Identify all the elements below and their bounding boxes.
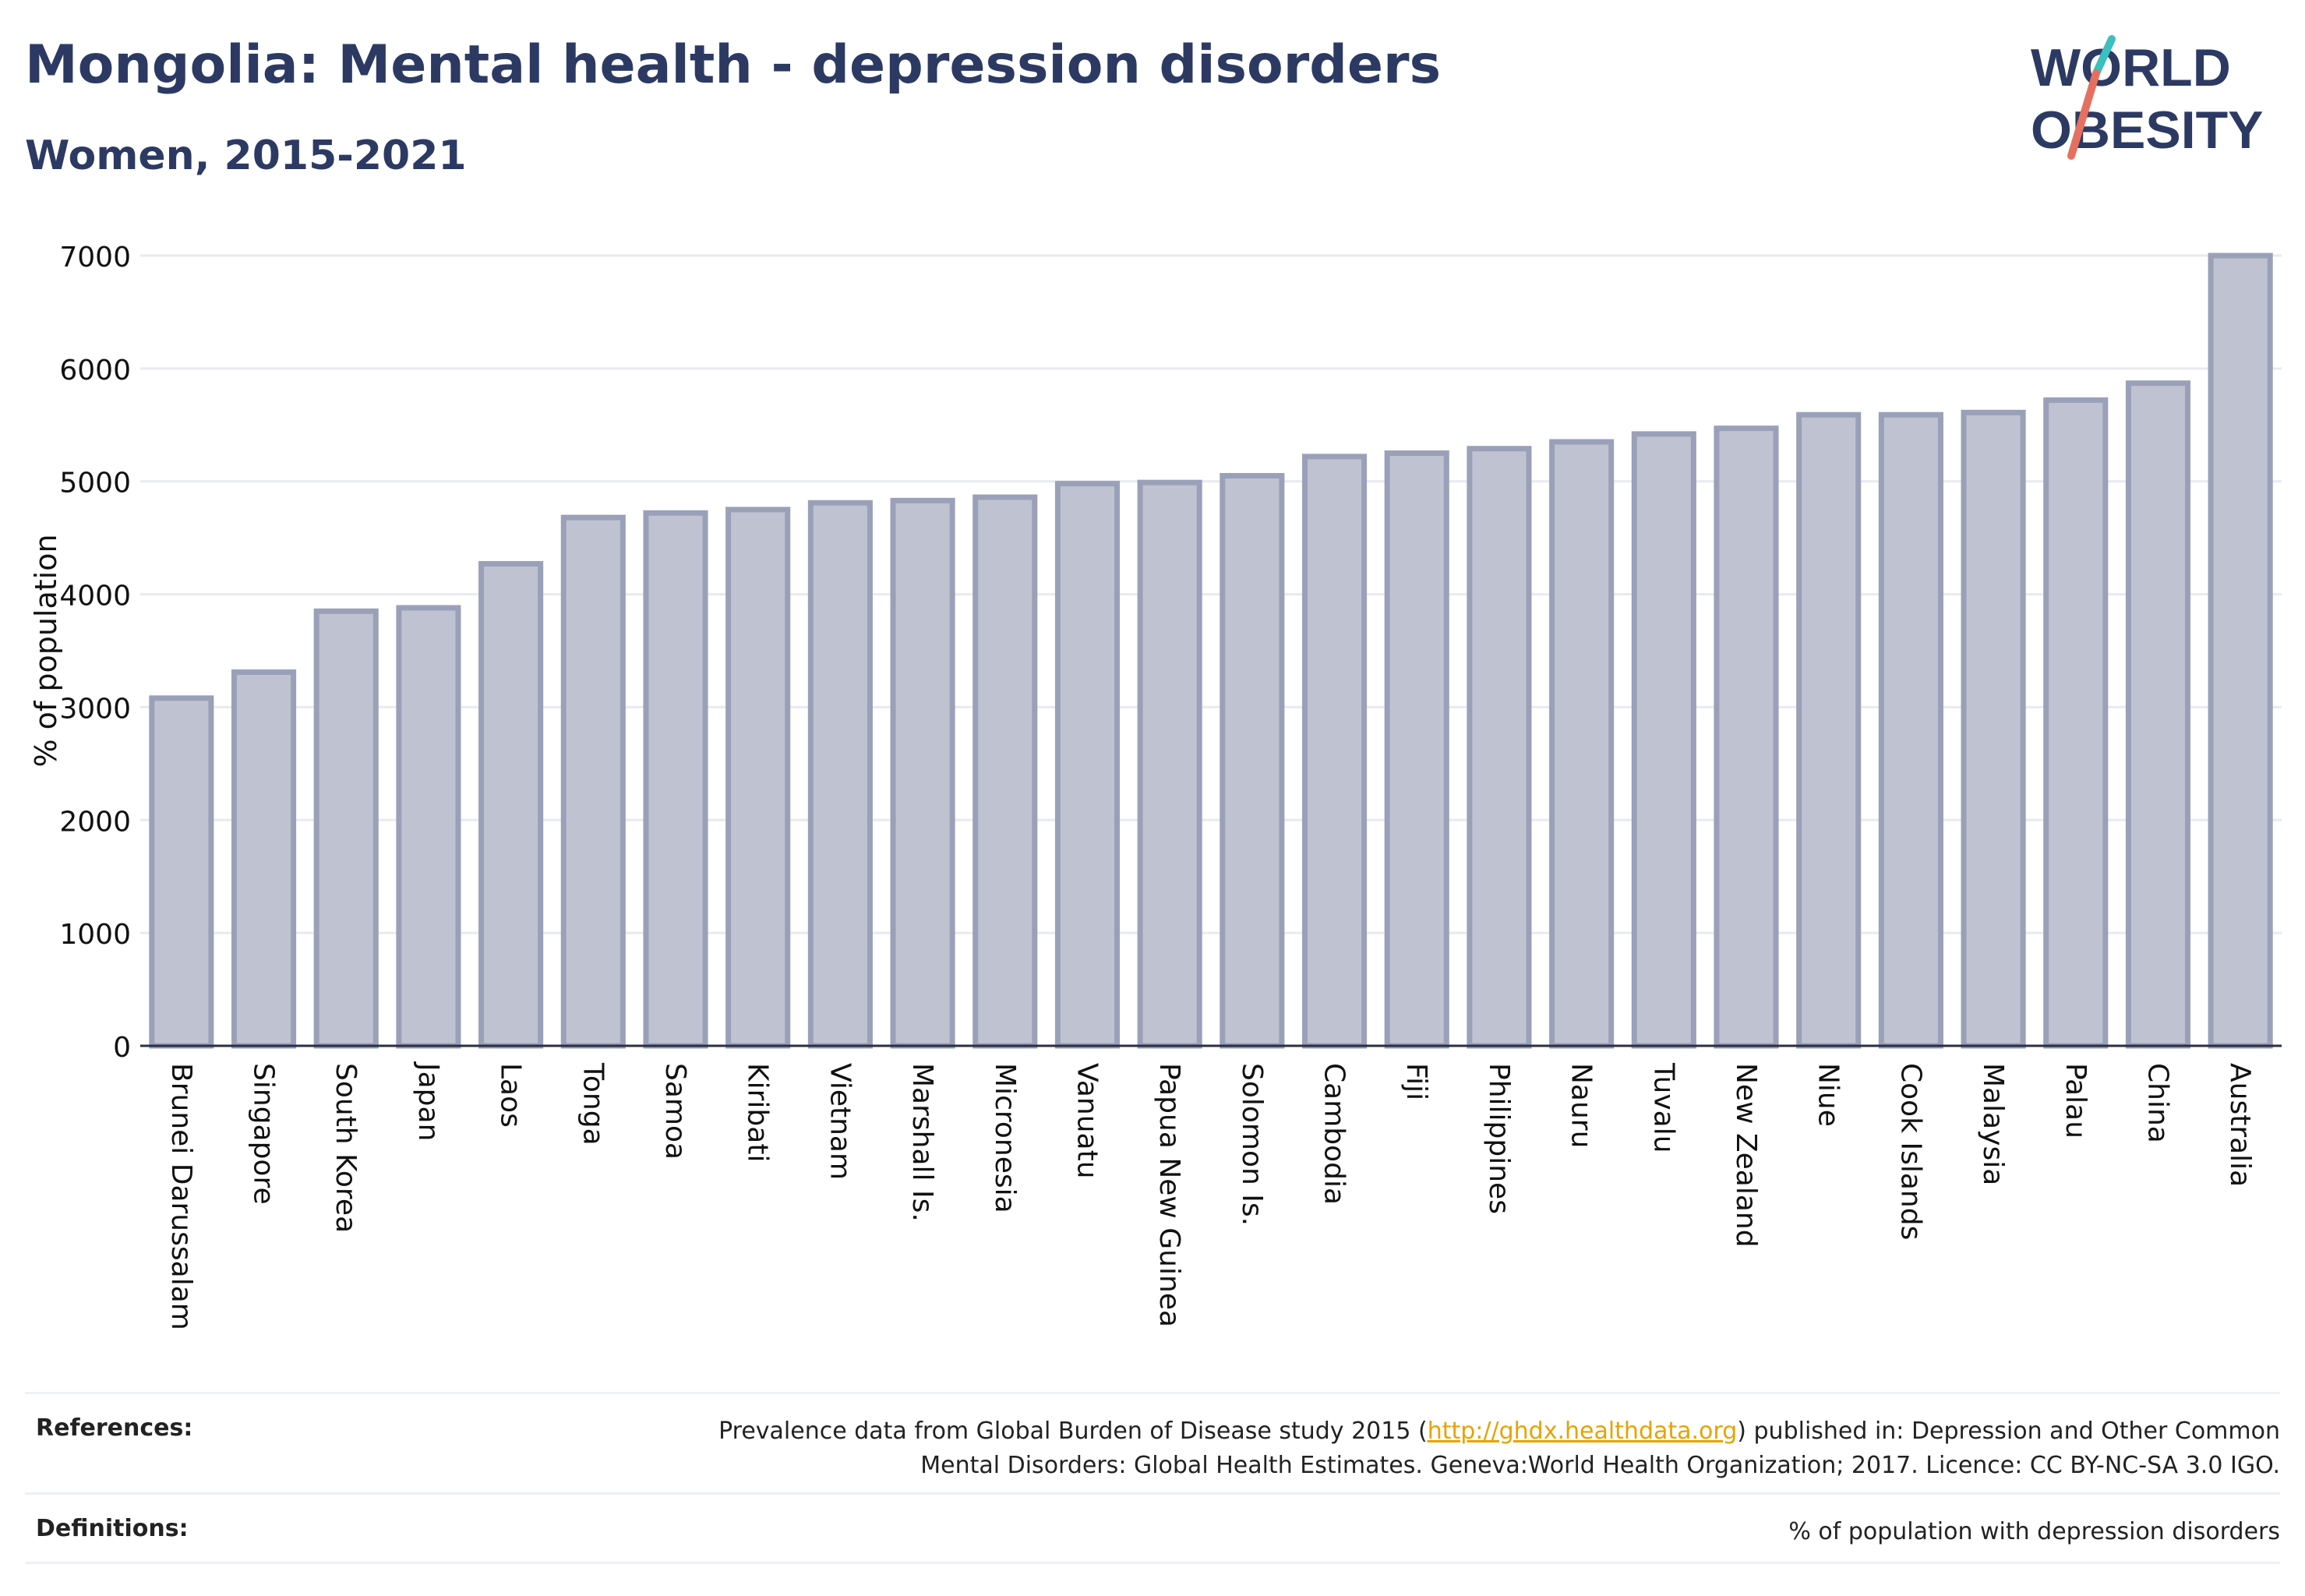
references-text: Prevalence data from Global Burden of Di… [718, 1414, 2280, 1483]
bar [231, 669, 297, 1049]
x-tick-label: Singapore [248, 1063, 280, 1205]
definitions-label: Definitions: [36, 1515, 189, 1542]
bar [560, 514, 626, 1049]
bar [1549, 439, 1615, 1049]
bar [478, 560, 544, 1049]
references-text-end: ) published in: Depression and Other Com… [1737, 1418, 2280, 1445]
bar-chart: 0 1000 2000 3000 4000 5000 6000 7000 % of popula… [29, 242, 2282, 1330]
x-tick-label: Malaysia [1977, 1063, 2009, 1185]
x-tick-label: Fiji [1400, 1063, 1432, 1100]
x-tick-label: Cook Islands [1894, 1063, 1926, 1240]
definitions-text: % of population with depression disorder… [1788, 1518, 2280, 1545]
x-tick-label: South Korea [330, 1063, 362, 1233]
logo-text-world: WORLD [2031, 38, 2231, 97]
x-tick-label: Tuvalu [1647, 1062, 1679, 1153]
x-tick-label: Palau [2060, 1063, 2091, 1139]
bar [2125, 380, 2191, 1049]
bar [1301, 454, 1368, 1049]
bar [313, 608, 379, 1049]
logo-slash-teal [2092, 35, 2116, 77]
bar [1796, 411, 1862, 1049]
x-tick-label: Philippines [1483, 1063, 1515, 1214]
y-tick-label: 5000 [59, 468, 131, 500]
bar [807, 500, 873, 1049]
x-tick-label: Nauru [1565, 1063, 1597, 1148]
ghdx-link[interactable]: http://ghdx.healthdata.org [1427, 1418, 1738, 1445]
x-tick-label: Solomon Is. [1236, 1063, 1268, 1226]
y-tick-label: 0 [113, 1032, 131, 1064]
references-text-line2: Mental Disorders: Global Health Estimate… [920, 1452, 2280, 1479]
x-tick-label: Brunei Darussalam [165, 1063, 197, 1330]
references-text-start: Prevalence data from Global Burden of Di… [718, 1418, 1428, 1445]
y-tick-label: 7000 [59, 242, 131, 274]
definitions-row: Definitions: % of population with depres… [25, 1492, 2280, 1564]
x-tick-label: Kiribati [742, 1063, 774, 1162]
x-tick-label: Tonga [577, 1062, 609, 1146]
logo-slash-coral [2067, 69, 2100, 160]
bar [149, 695, 214, 1049]
references-label: References: [36, 1414, 193, 1442]
bar [2043, 397, 2109, 1049]
bar [1467, 446, 1532, 1049]
y-tick-label: 2000 [59, 806, 131, 838]
x-tick-label: Laos [495, 1063, 527, 1128]
bar [1961, 409, 2026, 1049]
x-tick-label: Samoa [659, 1063, 691, 1160]
x-tick-label: Papua New Guinea [1153, 1063, 1185, 1327]
bar [2208, 252, 2273, 1049]
x-tick-label: Cambodia [1318, 1063, 1350, 1205]
footer: References: Prevalence data from Global … [25, 1392, 2280, 1564]
y-tick-label: 4000 [59, 581, 131, 613]
x-tick-label: Niue [1813, 1063, 1844, 1127]
y-tick-label: 1000 [59, 919, 131, 951]
bar [1714, 425, 1779, 1049]
x-tick-label: Vanuatu [1071, 1063, 1103, 1179]
logo-text-obesity: OBESITY [2031, 101, 2264, 160]
bar [972, 494, 1038, 1049]
x-tick-label: Japan [412, 1061, 444, 1141]
bar [1631, 431, 1696, 1049]
bar [1878, 411, 1943, 1049]
bar [1384, 450, 1449, 1049]
x-tick-label: Australia [2224, 1063, 2256, 1187]
chart-subtitle: Women, 2015-2021 [25, 132, 467, 179]
x-tick-label: Vietnam [824, 1063, 856, 1180]
bar [1137, 479, 1202, 1049]
y-tick-label: 6000 [59, 355, 131, 387]
x-tick-label: Marshall Is. [906, 1063, 938, 1222]
y-axis-label: % of population [29, 534, 63, 767]
world-obesity-logo: WORLD OBESITY [2031, 35, 2264, 160]
bar [643, 510, 708, 1049]
chart-title: Mongolia: Mental health - depression dis… [25, 34, 1442, 96]
x-tick-label: China [2141, 1063, 2173, 1143]
bar [396, 605, 461, 1049]
bar [1220, 472, 1285, 1049]
bar [1054, 481, 1121, 1049]
bar [725, 507, 791, 1049]
x-tick-label: Micronesia [989, 1063, 1021, 1213]
x-tick-label: New Zealand [1730, 1063, 1762, 1248]
references-row: References: Prevalence data from Global … [25, 1392, 2280, 1492]
bar [890, 497, 955, 1049]
y-tick-label: 3000 [59, 693, 131, 725]
